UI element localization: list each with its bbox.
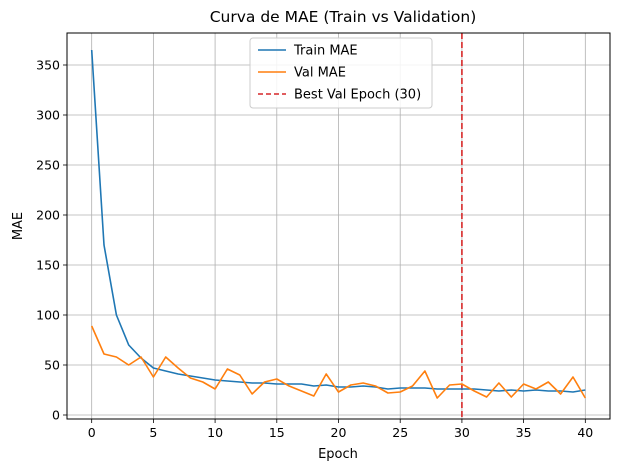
x-tick-label: 35 — [516, 425, 532, 440]
y-tick-label: 250 — [36, 158, 60, 173]
x-axis-ticks: 0 5 10 15 20 25 30 35 40 — [88, 419, 593, 440]
legend-box — [249, 37, 433, 109]
chart-title: Curva de MAE (Train vs Validation) — [210, 8, 477, 26]
y-axis-title: MAE — [11, 212, 26, 240]
x-axis-title: Epoch — [318, 447, 358, 462]
series-line-val-mae — [90, 325, 586, 399]
legend-label-best-epoch: Best Val Epoch (30) — [294, 88, 421, 103]
y-tick-label: 100 — [36, 308, 60, 323]
x-tick-label: 10 — [207, 425, 223, 440]
x-tick-label: 30 — [454, 425, 470, 440]
y-axis-ticks: 0 50 100 150 200 250 300 350 — [36, 58, 67, 423]
y-tick-label: 0 — [52, 408, 60, 423]
x-tick-label: 20 — [331, 425, 347, 440]
x-tick-label: 5 — [149, 425, 157, 440]
x-tick-label: 40 — [577, 425, 593, 440]
legend-label-train-mae: Train MAE — [293, 44, 358, 59]
y-tick-label: 50 — [44, 358, 60, 373]
y-tick-label: 150 — [36, 258, 60, 273]
y-tick-label: 350 — [36, 58, 60, 73]
legend: Train MAE Val MAE Best Val Epoch (30) — [249, 37, 433, 109]
series-line-train-mae — [90, 49, 586, 393]
x-tick-label: 25 — [392, 425, 408, 440]
x-tick-label: 15 — [269, 425, 285, 440]
legend-label-val-mae: Val MAE — [294, 66, 346, 81]
y-tick-label: 200 — [36, 208, 60, 223]
series-layer — [90, 49, 586, 399]
y-tick-label: 300 — [36, 108, 60, 123]
x-tick-label: 0 — [88, 425, 96, 440]
